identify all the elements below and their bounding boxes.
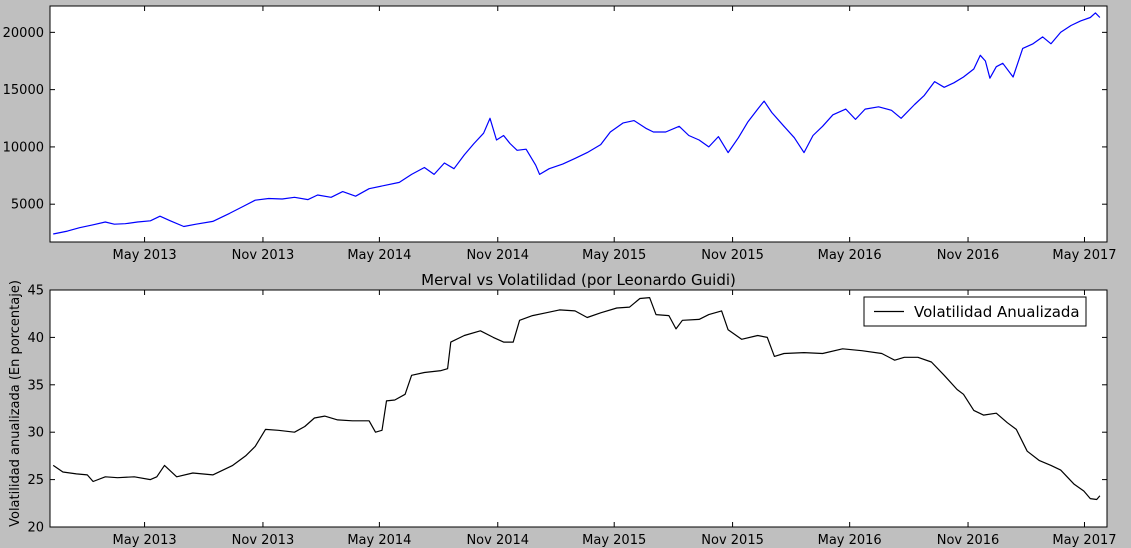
merval-y-tick-label: 15000 (3, 83, 44, 98)
merval-y-tick-label: 5000 (11, 198, 44, 213)
merval-axes-frame (49, 5, 1108, 243)
volatility-x-tick-label: May 2017 (1052, 533, 1116, 548)
merval-x-tick-label: Nov 2013 (232, 248, 295, 263)
volatility-plot-area (50, 290, 1107, 527)
volatility-x-tick-label: Nov 2016 (937, 533, 1000, 548)
volatility-y-tick-label: 45 (27, 284, 44, 299)
volatility-x-tick-label: May 2016 (818, 533, 882, 548)
volatility-y-axis-label: Volatilidad anualizada (En porcentaje) (8, 280, 23, 527)
merval-x-tick-label: Nov 2016 (937, 248, 1000, 263)
volatility-x-tick-label: Nov 2015 (701, 533, 764, 548)
volatility-y-tick-label: 35 (27, 378, 44, 393)
volatility-x-tick-label: May 2015 (582, 533, 646, 548)
volatility-x-tick-label: Nov 2014 (466, 533, 529, 548)
volatility-legend: Volatilidad Anualizada (863, 296, 1087, 327)
merval-x-tick-label: May 2013 (113, 248, 177, 263)
merval-series-line (53, 12, 1101, 235)
merval-x-tick-label: Nov 2014 (466, 248, 529, 263)
volatility-chart-panel: May 2013 Nov 2013 May 2014 Nov 2014 May 2015… (8, 271, 1117, 548)
merval-x-tick-label: Nov 2015 (701, 248, 764, 263)
volatility-x-tick-label: May 2014 (347, 533, 411, 548)
merval-x-tick-label: May 2016 (818, 248, 882, 263)
volatility-y-tick-label: 30 (27, 426, 44, 441)
volatility-y-tick-label: 20 (27, 521, 44, 536)
volatility-y-tick-label: 25 (27, 473, 44, 488)
merval-y-tick-label: 10000 (3, 140, 44, 155)
volatility-series-line (52, 297, 1101, 501)
merval-x-tick-label: May 2014 (347, 248, 411, 263)
volatility-x-tick-label: Nov 2013 (232, 533, 295, 548)
volatility-x-tick-label: May 2013 (113, 533, 177, 548)
merval-y-tick-label: 20000 (3, 26, 44, 41)
volatility-y-tick-label: 40 (27, 331, 44, 346)
volatility-chart-title: Merval vs Volatilidad (por Leonardo Guid… (421, 271, 736, 289)
merval-x-tick-label: May 2017 (1052, 248, 1116, 263)
volatility-legend-label: Volatilidad Anualizada (914, 303, 1080, 321)
merval-x-tick-label: May 2015 (582, 248, 646, 263)
merval-chart-panel: May 2013 Nov 2013 May 2014 Nov 2014 May 2015… (3, 5, 1117, 263)
volatility-axes-frame (49, 289, 1108, 528)
merval-plot-area (50, 6, 1107, 242)
